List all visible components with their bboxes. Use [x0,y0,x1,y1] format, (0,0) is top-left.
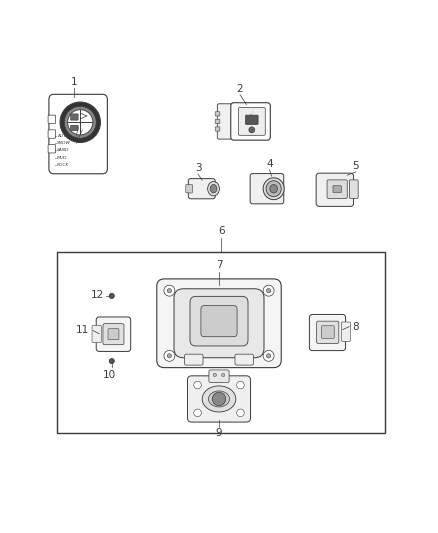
Text: MUD: MUD [57,156,67,159]
Ellipse shape [208,182,219,196]
Bar [57,252,385,433]
Text: 8: 8 [353,322,359,333]
FancyBboxPatch shape [238,108,265,135]
Text: 12: 12 [91,289,104,300]
Ellipse shape [208,391,230,407]
FancyBboxPatch shape [317,321,339,343]
Circle shape [237,381,244,389]
Circle shape [213,373,216,377]
Text: AUTO: AUTO [57,134,69,138]
Text: 11: 11 [76,325,89,335]
Ellipse shape [266,181,281,197]
FancyBboxPatch shape [215,119,220,124]
Ellipse shape [263,178,284,200]
FancyBboxPatch shape [174,289,264,358]
FancyBboxPatch shape [235,354,254,365]
FancyBboxPatch shape [209,370,229,383]
Circle shape [109,359,114,364]
Circle shape [164,285,175,296]
Circle shape [167,354,172,358]
Circle shape [237,409,244,417]
FancyBboxPatch shape [92,325,101,343]
FancyBboxPatch shape [157,279,281,368]
Circle shape [194,409,201,417]
FancyBboxPatch shape [71,114,78,120]
Circle shape [67,110,93,135]
Text: ROCK: ROCK [57,163,69,167]
Circle shape [60,102,100,142]
FancyBboxPatch shape [103,324,124,345]
FancyBboxPatch shape [96,317,131,351]
FancyBboxPatch shape [71,125,78,131]
FancyBboxPatch shape [184,354,203,365]
FancyBboxPatch shape [48,115,56,124]
FancyBboxPatch shape [215,127,220,131]
Circle shape [164,350,175,361]
FancyBboxPatch shape [48,130,56,138]
FancyBboxPatch shape [201,305,237,337]
Text: ☄: ☄ [250,111,254,116]
Text: 9: 9 [215,429,223,438]
FancyBboxPatch shape [215,112,220,116]
Text: 3: 3 [194,163,201,173]
Circle shape [194,381,201,389]
FancyBboxPatch shape [316,173,353,206]
Text: 2: 2 [237,84,244,94]
Text: 1: 1 [71,77,77,87]
FancyBboxPatch shape [188,179,215,199]
Ellipse shape [210,184,217,193]
FancyBboxPatch shape [231,103,270,140]
Ellipse shape [270,184,277,193]
FancyBboxPatch shape [49,94,107,174]
FancyBboxPatch shape [333,186,341,192]
FancyBboxPatch shape [250,174,284,204]
FancyBboxPatch shape [341,322,350,341]
FancyBboxPatch shape [309,314,346,351]
Text: 6: 6 [218,226,224,236]
Circle shape [222,373,225,377]
FancyBboxPatch shape [327,180,347,198]
FancyBboxPatch shape [48,144,56,153]
Text: 4: 4 [266,158,273,168]
Text: SNOW: SNOW [57,141,71,146]
Text: 5: 5 [352,161,359,171]
Circle shape [109,293,114,298]
FancyBboxPatch shape [217,104,234,139]
FancyBboxPatch shape [186,184,193,193]
Circle shape [263,285,274,296]
FancyBboxPatch shape [108,329,119,340]
Circle shape [263,350,274,361]
Circle shape [64,106,96,138]
Circle shape [167,288,172,293]
FancyBboxPatch shape [190,296,248,346]
Ellipse shape [202,386,236,412]
Text: SAND: SAND [57,149,69,152]
FancyBboxPatch shape [245,115,258,124]
FancyBboxPatch shape [350,180,358,198]
Text: 7: 7 [215,261,223,270]
FancyBboxPatch shape [187,376,251,422]
Circle shape [212,392,226,406]
FancyBboxPatch shape [321,326,334,338]
Text: 10: 10 [103,369,116,379]
Circle shape [266,288,271,293]
Circle shape [266,354,271,358]
Circle shape [249,127,255,133]
